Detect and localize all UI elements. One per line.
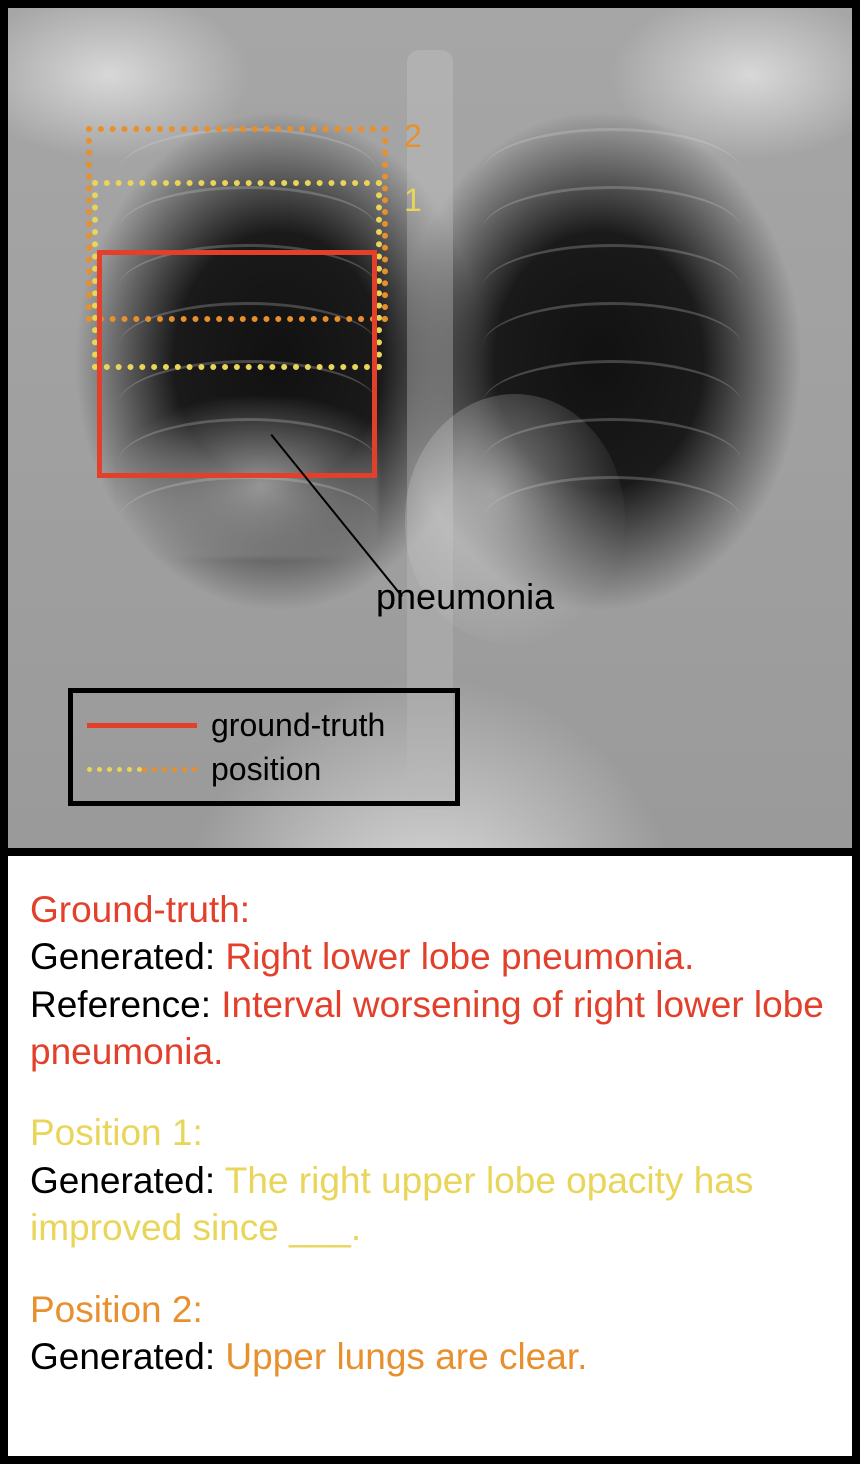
caption-block: Position 2:Generated: Upper lungs are cl…: [30, 1286, 830, 1381]
caption-line-body: Right lower lobe pneumonia.: [225, 936, 694, 977]
caption-header: Position 1:: [30, 1109, 830, 1156]
caption-block: Position 1:Generated: The right upper lo…: [30, 1109, 830, 1251]
caption-line-label: Generated:: [30, 1160, 225, 1201]
caption-header: Position 2:: [30, 1286, 830, 1333]
caption-block: Ground-truth:Generated: Right lower lobe…: [30, 886, 830, 1075]
xray-image: 2 1 pneumonia ground-truth position: [8, 8, 852, 848]
caption-header: Ground-truth:: [30, 886, 830, 933]
legend: ground-truth position: [68, 688, 460, 806]
figure-frame: 2 1 pneumonia ground-truth position Groun…: [0, 0, 860, 1464]
bbox-ground-truth: [97, 250, 377, 478]
caption-line-body: Upper lungs are clear.: [225, 1336, 587, 1377]
legend-swatch: [87, 767, 197, 772]
caption-line-label: Generated:: [30, 936, 225, 977]
caption-line: Reference: Interval worsening of right l…: [30, 981, 830, 1076]
legend-row: ground-truth: [87, 703, 437, 747]
bbox-label-1: 1: [404, 182, 422, 219]
caption-panel: Ground-truth:Generated: Right lower lobe…: [8, 848, 852, 1456]
bbox-label-2: 2: [404, 118, 422, 155]
caption-line: Generated: The right upper lobe opacity …: [30, 1157, 830, 1252]
legend-swatch: [87, 723, 197, 728]
pointer-label: pneumonia: [376, 576, 554, 618]
legend-row: position: [87, 747, 437, 791]
caption-line: Generated: Upper lungs are clear.: [30, 1333, 830, 1380]
caption-line-label: Reference:: [30, 984, 221, 1025]
caption-line-label: Generated:: [30, 1336, 225, 1377]
caption-line: Generated: Right lower lobe pneumonia.: [30, 933, 830, 980]
legend-label: position: [211, 751, 321, 788]
legend-label: ground-truth: [211, 707, 385, 744]
